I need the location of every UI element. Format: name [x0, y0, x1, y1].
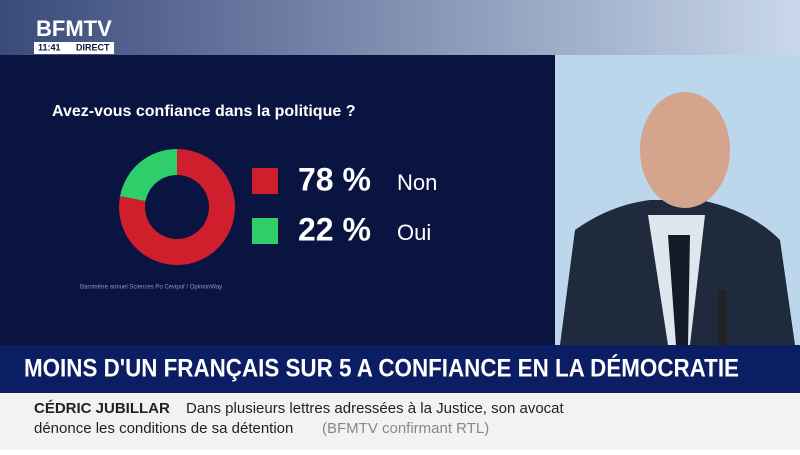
ticker-line: Dans plusieurs lettres adressées à la Ju… [186, 400, 565, 417]
live: DIRECT [76, 42, 110, 52]
value-label: 78 % [298, 161, 371, 197]
headline: MOINS D'UN FRANÇAIS SUR 5 A CONFIANCE EN… [24, 354, 739, 383]
donut-slice [118, 149, 235, 265]
ticker-name: CÉDRIC JUBILLAR [34, 400, 170, 417]
ticker-bar [0, 393, 800, 450]
chart-panel [0, 55, 555, 345]
legend-label: Oui [397, 220, 431, 245]
headline-bar [0, 345, 800, 393]
head [640, 92, 730, 208]
channel-logo: BFMTV [36, 16, 112, 41]
clock-box [34, 42, 114, 54]
donut-chart: 78 % Non 22 % Oui [118, 149, 437, 265]
legend-label: Non [397, 170, 437, 195]
legend-swatch [252, 218, 278, 244]
microphone [718, 290, 726, 345]
ticker-credit: (BFMTV confirmant RTL) [322, 420, 489, 437]
tie [668, 235, 690, 345]
donut-slice [120, 149, 177, 202]
legend-swatch [252, 168, 278, 194]
clock: 11:41 [38, 42, 61, 52]
ticker-line: dénonce les conditions de sa détention [34, 420, 293, 437]
chart-source: Baromètre annuel Sciences Po Cevipof / O… [80, 285, 222, 291]
chart-title: Avez-vous confiance dans la politique ? [52, 103, 355, 120]
value-label: 22 % [298, 211, 371, 247]
